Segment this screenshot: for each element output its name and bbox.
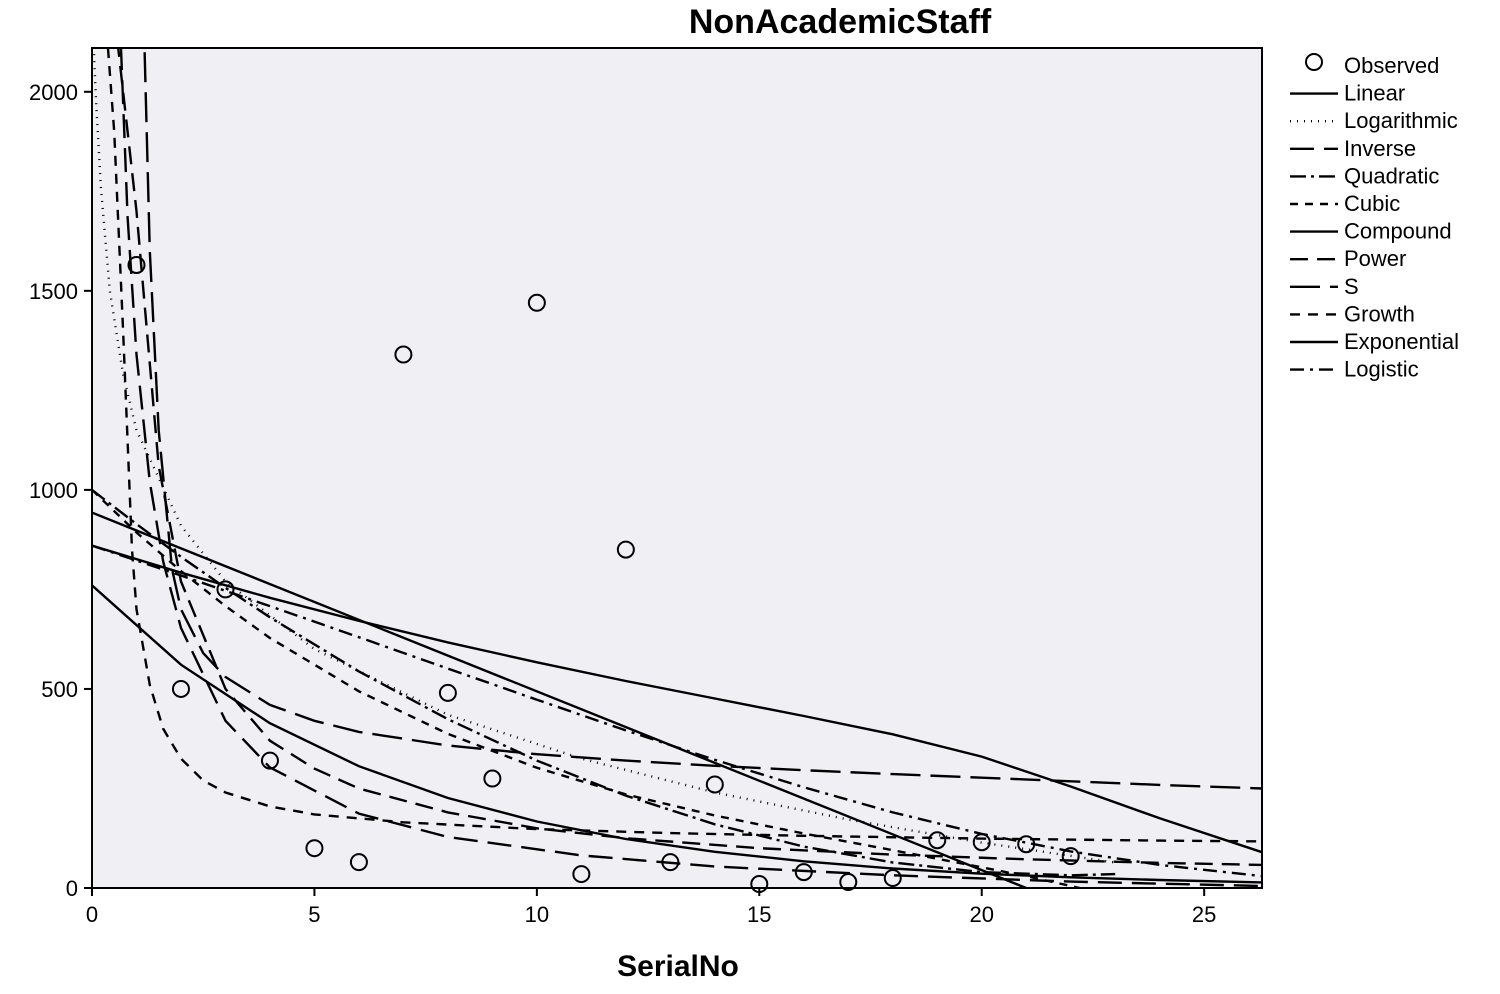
fit-line-growth (106, 48, 1262, 843)
fit-line-exponential (92, 544, 1262, 854)
observed-point (305, 839, 324, 858)
x-tick-label: 10 (525, 902, 549, 927)
legend-label: Growth (1344, 301, 1415, 326)
observed-point (616, 540, 635, 559)
fit-line-inverse (119, 48, 1262, 888)
x-tick-label: 5 (308, 902, 320, 927)
legend-label: Power (1344, 246, 1406, 271)
observed-point (171, 679, 190, 698)
legend-item-growth: Growth (1290, 301, 1415, 326)
legend-item-linear: Linear (1290, 81, 1405, 106)
legend-item-compound: Compound (1290, 219, 1452, 244)
observed-point (883, 869, 902, 888)
observed-point (1017, 835, 1036, 854)
observed-point (216, 580, 235, 599)
observed-point (1061, 847, 1080, 866)
fit-line-quadratic (92, 488, 1116, 877)
observed-point (572, 865, 591, 884)
y-tick-label: 0 (66, 876, 78, 901)
legend-label: S (1344, 274, 1359, 299)
y-tick-label: 2000 (29, 80, 78, 105)
observed-point (527, 293, 546, 312)
chart-title: NonAcademicStaff (689, 3, 992, 41)
fit-line-linear (92, 511, 1027, 888)
observed-point (928, 831, 947, 850)
observed-point (394, 345, 413, 364)
legend-item-observed: Observed (1305, 53, 1439, 78)
x-tick-label: 20 (969, 902, 993, 927)
legend-item-exponential: Exponential (1290, 329, 1459, 354)
y-tick-label: 1000 (29, 478, 78, 503)
legend-label: Compound (1344, 219, 1452, 244)
legend-marker-circle (1305, 53, 1323, 71)
x-axis-label: SerialNo (617, 950, 739, 983)
observed-point (127, 255, 146, 274)
legend-item-power: Power (1290, 246, 1406, 271)
observed-point (972, 833, 991, 852)
fit-line-compound (92, 584, 1262, 884)
observed-point (705, 775, 724, 794)
observed-point (794, 863, 813, 882)
legend-label: Logarithmic (1344, 108, 1458, 133)
fit-line-cubic (92, 489, 1086, 888)
legend-label: Quadratic (1344, 163, 1439, 188)
legend-item-quadratic: Quadratic (1290, 163, 1439, 188)
observed-point (260, 751, 279, 770)
observed-point (839, 873, 858, 892)
observed-point (349, 853, 368, 872)
legend-label: Cubic (1344, 191, 1400, 216)
legend-label: Linear (1344, 81, 1405, 106)
fit-line-power (117, 48, 1262, 867)
observed-points (127, 255, 1080, 894)
fit-line-s (143, 48, 1262, 790)
observed-point (483, 769, 502, 788)
axes: 0 5 10 15 20 25 0 500 1000 1500 2000 (29, 80, 1216, 927)
legend-item-logistic: Logistic (1290, 357, 1419, 382)
fit-curves (92, 48, 1262, 888)
legend-item-inverse: Inverse (1290, 136, 1416, 161)
legend-item-s: S (1290, 274, 1359, 299)
y-tick-label: 500 (41, 677, 78, 702)
observed-point (438, 683, 457, 702)
legend-label: Exponential (1344, 329, 1459, 354)
legend-label: Inverse (1344, 136, 1416, 161)
x-tick-label: 25 (1192, 902, 1216, 927)
fit-line-logistic (92, 544, 1262, 878)
legend-label: Logistic (1344, 357, 1419, 382)
plot-area (91, 47, 1263, 889)
observed-point (661, 853, 680, 872)
x-tick-label: 15 (747, 902, 771, 927)
y-tick-label: 1500 (29, 279, 78, 304)
legend-label: Observed (1344, 53, 1439, 78)
x-tick-label: 0 (86, 902, 98, 927)
legend-item-cubic: Cubic (1290, 191, 1400, 216)
legend-item-logarithmic: Logarithmic (1290, 108, 1458, 133)
fit-line-logarithmic (92, 48, 1116, 864)
